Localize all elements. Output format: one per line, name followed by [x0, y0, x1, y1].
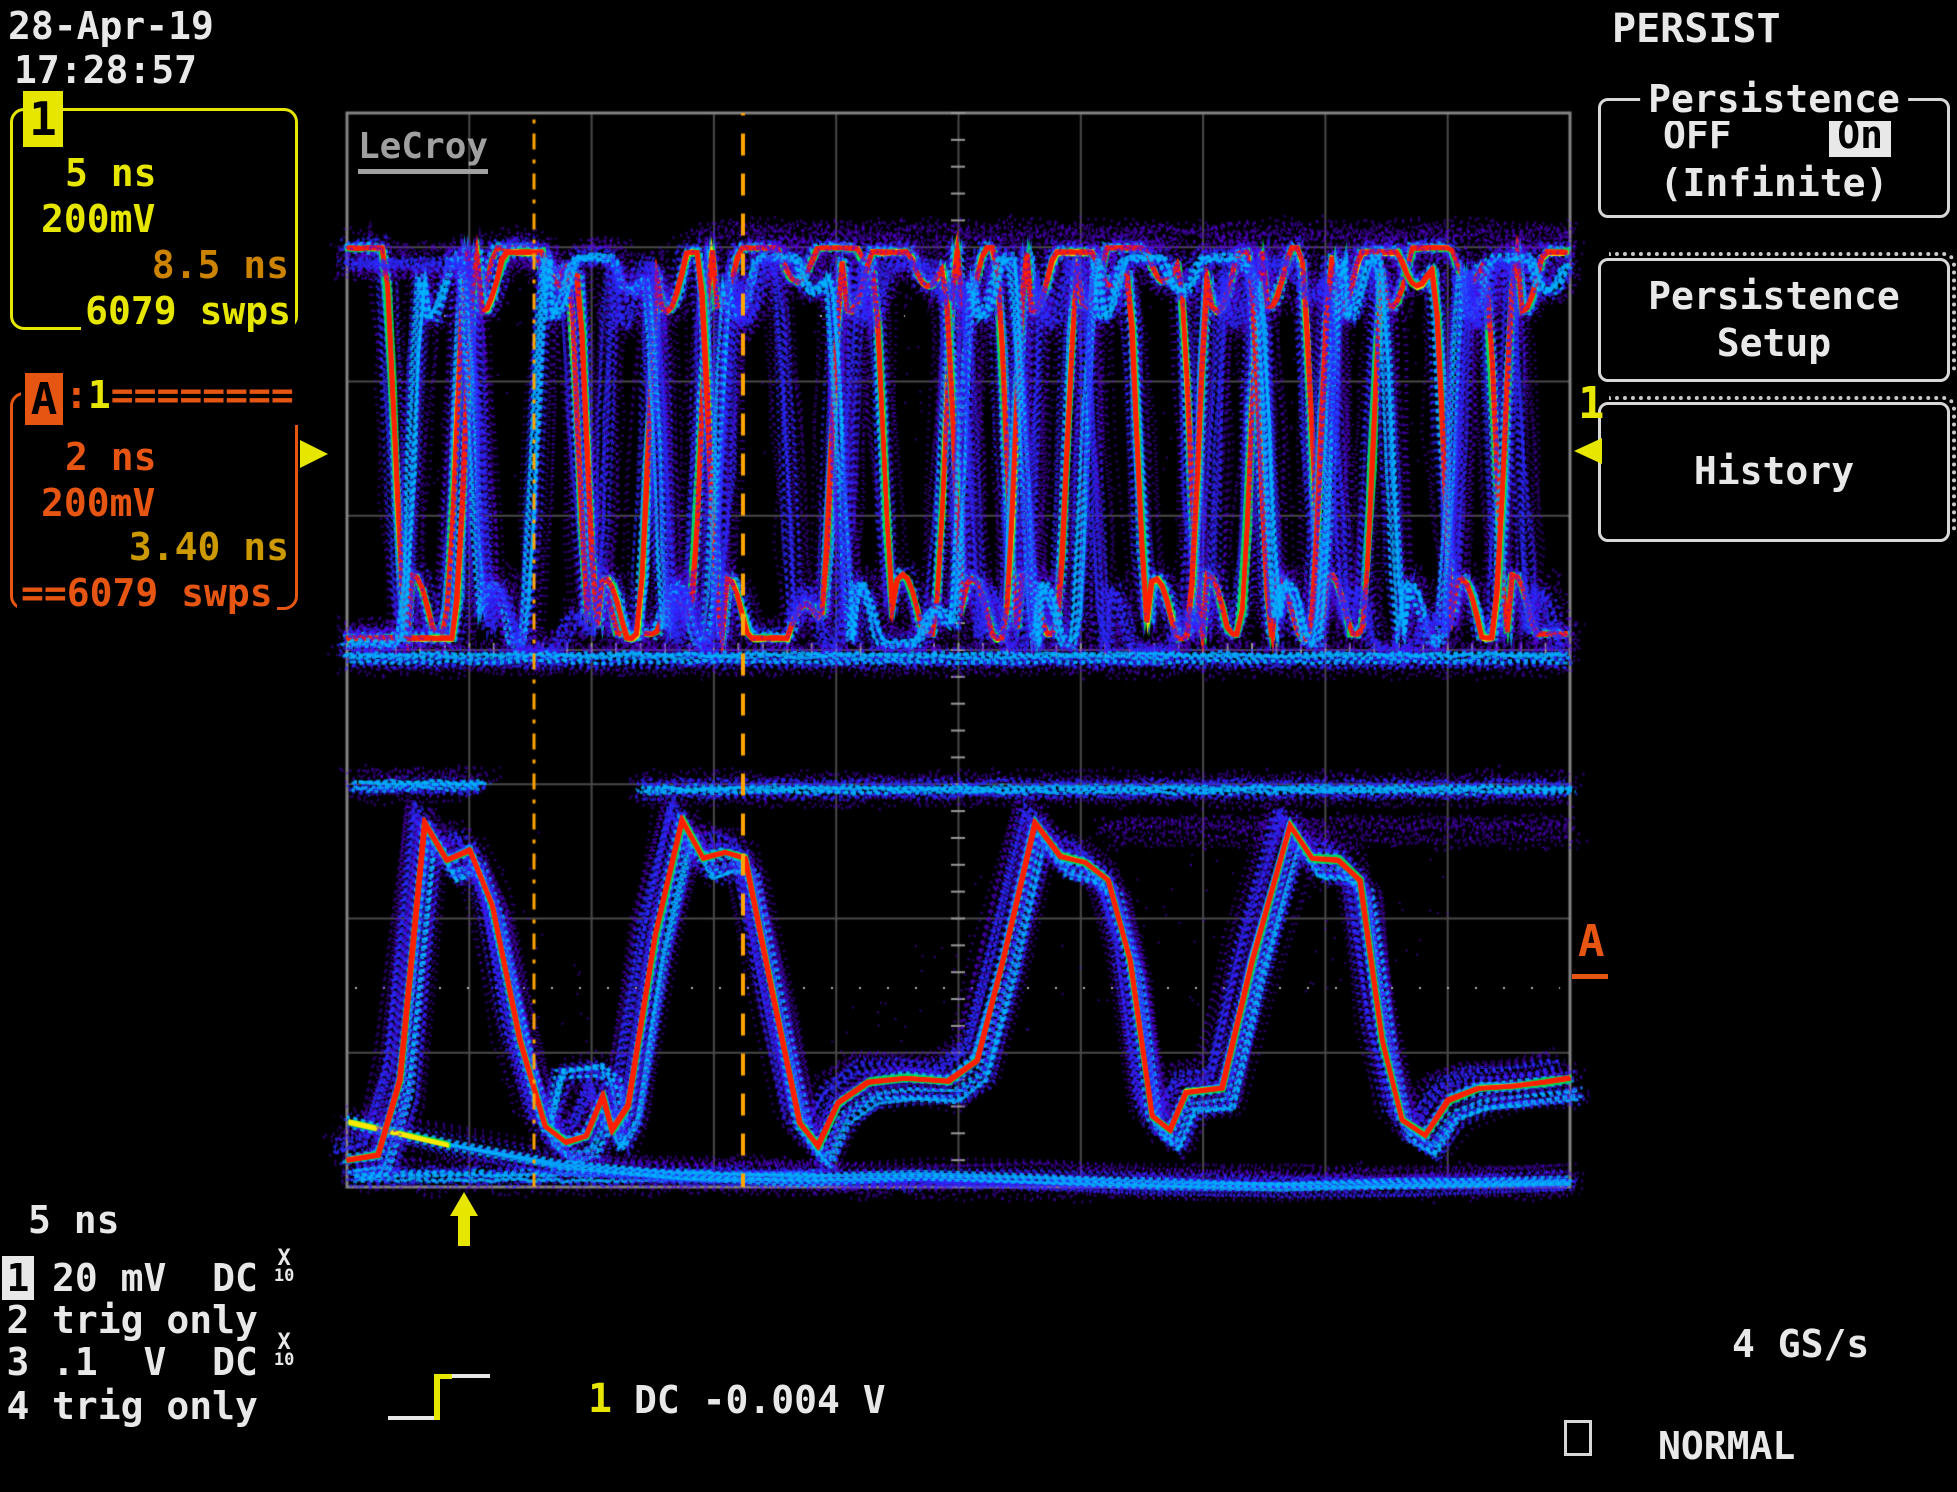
trigger-level-arrow-right-icon[interactable] — [1574, 438, 1602, 464]
channel1-trace-marker: 1 — [1578, 378, 1605, 429]
channel3-probe-icon: X 10 — [273, 1330, 295, 1370]
persistence-setup-label-1: Persistence — [1648, 273, 1900, 318]
persistence-group-label: Persistence — [1640, 77, 1908, 121]
channel1-probe-icon: X 10 — [273, 1246, 295, 1286]
traceA-source: 1 — [87, 373, 111, 417]
persistence-setup-label-2: Setup — [1716, 321, 1832, 365]
channel-row-3[interactable]: 3 .1 V DC X 10 — [2, 1332, 295, 1384]
persistence-toggle-group: Persistence OFF On (Infinite) — [1598, 77, 1950, 218]
trigger-slope-icon — [388, 1372, 492, 1422]
channel1-delay: 8.5 ns — [151, 243, 289, 287]
lecroy-logo: LeCroy — [358, 126, 489, 174]
channel1-timebase: 5 ns — [65, 151, 157, 195]
channel4-settings: trig only — [52, 1384, 258, 1428]
menu-title: PERSIST — [1612, 6, 1781, 52]
channel1-sweeps: 6079 swps — [81, 289, 295, 333]
history-label: History — [1693, 449, 1855, 494]
trigger-position-arrow-icon[interactable] — [448, 1192, 478, 1246]
persistence-setup-button[interactable]: Persistence Setup — [1598, 252, 1956, 382]
date-label: 28-Apr-19 — [8, 4, 214, 48]
channel1-info-box[interactable]: 1 5 ns 200mV 8.5 ns 6079 swps — [10, 91, 298, 333]
sample-rate-label: 4 GS/s — [1732, 1322, 1870, 1366]
timebase-label: 5 ns — [28, 1198, 120, 1242]
channel-row-1[interactable]: 1 20 mV DC X 10 — [2, 1248, 294, 1300]
traceA-timebase: 2 ns — [65, 435, 157, 479]
trigger-level-label: DC -0.004 V — [634, 1378, 886, 1422]
persistence-mode-label: (Infinite) — [1659, 161, 1889, 205]
channel4-indicator: 4 — [6, 1384, 30, 1428]
traceA-delay: 3.40 ns — [128, 525, 289, 569]
traceA-info-box[interactable]: A : 1 ======== 2 ns 200mV 3.40 ns ==6079… — [10, 373, 298, 615]
channel2-settings: trig only — [52, 1298, 258, 1342]
traceA-marker-underline — [1572, 974, 1608, 979]
trigger-level-arrow-left-icon[interactable] — [300, 440, 328, 468]
time-label: 17:28:57 — [14, 48, 198, 92]
channel1-tab: 1 — [23, 91, 63, 147]
traceA-sep: : — [65, 373, 88, 417]
trigger-mode-label: NORMAL — [1658, 1424, 1796, 1468]
history-button[interactable]: History — [1598, 396, 1956, 542]
channel-row-2[interactable]: 2 trig only — [2, 1298, 258, 1342]
traceA-sweeps: ==6079 swps — [17, 571, 277, 615]
channel2-indicator: 2 — [6, 1298, 30, 1342]
traceA-trace-marker: A — [1578, 916, 1605, 967]
channel3-indicator: 3 — [6, 1340, 30, 1384]
traceA-tab: A — [25, 373, 63, 425]
channel1-indicator: 1 — [2, 1256, 34, 1300]
channel1-settings: 20 mV DC — [52, 1256, 258, 1300]
channel3-settings: .1 V DC — [52, 1340, 258, 1384]
trigger-source-label: 1 — [588, 1376, 613, 1422]
trigger-mode-icon — [1564, 1420, 1592, 1456]
channel1-volts: 200mV — [41, 197, 156, 241]
traceA-dashes: ======== — [110, 373, 294, 417]
channel-row-4[interactable]: 4 trig only — [2, 1384, 258, 1428]
traceA-volts: 200mV — [41, 481, 156, 525]
